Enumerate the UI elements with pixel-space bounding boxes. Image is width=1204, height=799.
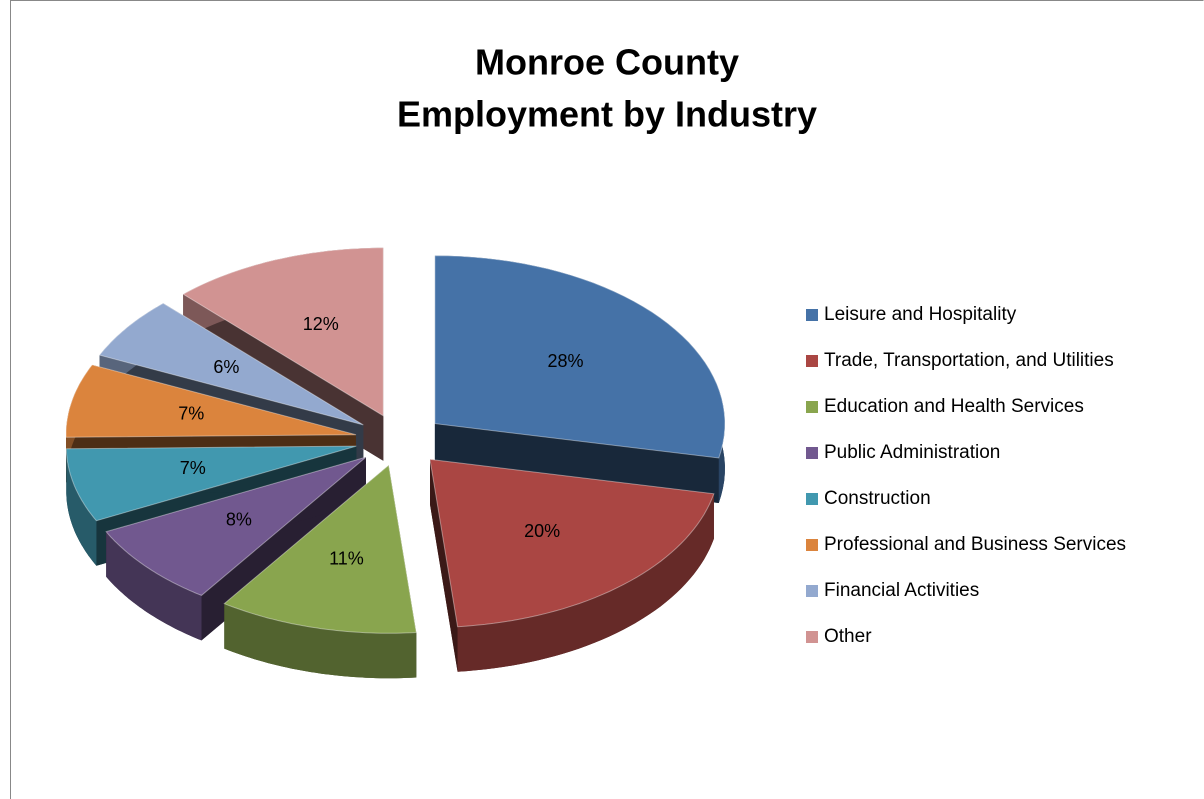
data-label: 7%	[178, 403, 204, 423]
data-label: 11%	[329, 548, 364, 568]
pie-slice	[429, 458, 715, 628]
chart-frame	[10, 0, 1204, 799]
data-label: 28%	[547, 351, 583, 371]
legend-swatch	[806, 447, 818, 459]
slice-wall	[430, 459, 458, 672]
legend-swatch	[806, 631, 818, 643]
data-label: 7%	[180, 458, 206, 478]
legend-swatch	[806, 401, 818, 413]
slice-wall	[224, 603, 417, 679]
slice-wall	[66, 448, 97, 566]
legend-swatch	[806, 309, 818, 321]
legend-swatch	[806, 355, 818, 367]
legend-swatch	[806, 585, 818, 597]
data-label: 6%	[213, 357, 239, 377]
legend-label: Construction	[824, 488, 931, 509]
legend-swatch	[806, 493, 818, 505]
pie-slice	[223, 464, 417, 634]
legend-label: Trade, Transportation, and Utilities	[824, 350, 1114, 371]
legend-label: Education and Health Services	[824, 396, 1084, 417]
legend-label: Public Administration	[824, 442, 1000, 463]
slice-wall	[434, 423, 719, 503]
legend-label: Leisure and Hospitality	[824, 304, 1017, 325]
pie-slice	[65, 445, 357, 522]
data-label: 8%	[226, 510, 252, 530]
chart-title: Monroe County	[475, 42, 739, 83]
pie-slice	[434, 255, 726, 459]
legend-label: Professional and Business Services	[824, 534, 1126, 555]
pie-slice	[105, 456, 367, 596]
legend-swatch	[806, 539, 818, 551]
slice-wall	[106, 531, 202, 641]
data-label: 20%	[524, 521, 560, 541]
data-label: 12%	[303, 314, 339, 334]
slice-wall	[457, 493, 714, 672]
legend-label: Financial Activities	[824, 580, 979, 601]
pie-slice	[182, 247, 384, 417]
pie-slice	[98, 302, 364, 426]
pie-slice	[65, 364, 357, 438]
chart-title: Employment by Industry	[397, 94, 817, 135]
legend-label: Other	[824, 626, 872, 647]
